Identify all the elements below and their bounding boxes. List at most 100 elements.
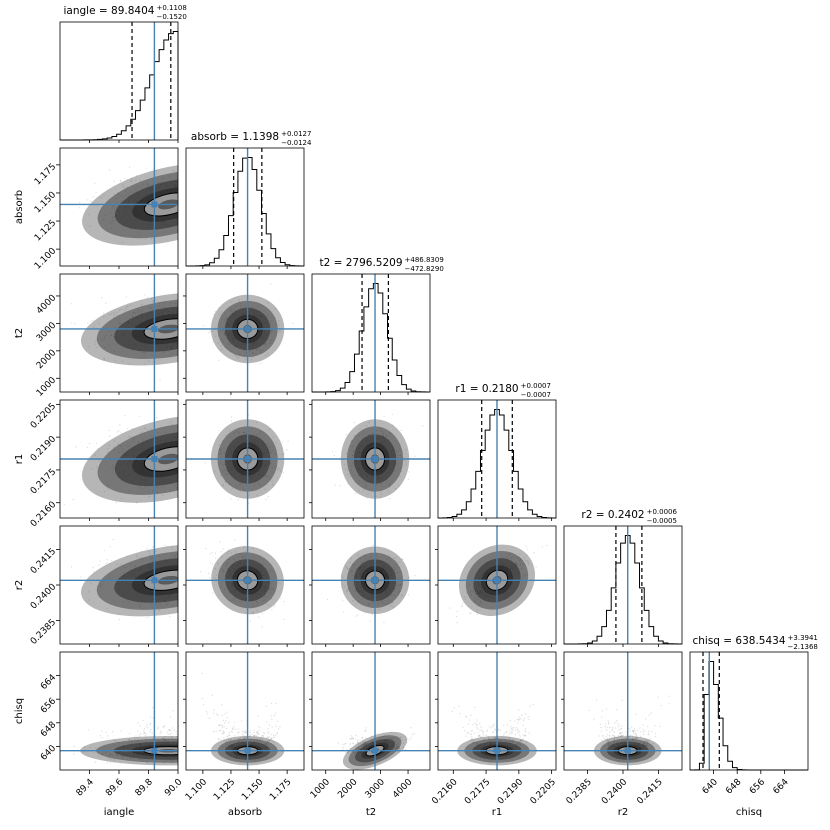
scatter-point [220, 452, 223, 455]
title-err-plus: +0.0006 [647, 508, 678, 516]
scatter-point [140, 300, 142, 302]
scatter-point [108, 429, 111, 432]
scatter-point [222, 548, 224, 550]
scatter-point [167, 603, 169, 605]
scatter-point [142, 759, 144, 761]
scatter-content [60, 400, 178, 518]
scatter-point [167, 733, 169, 735]
scatter-point [113, 215, 115, 218]
scatter-point [125, 296, 128, 298]
scatter-point [168, 739, 170, 741]
scatter-point [261, 613, 263, 615]
scatter-point [263, 599, 266, 601]
scatter-point [143, 732, 146, 734]
scatter-point [222, 570, 224, 572]
scatter-point [278, 320, 280, 322]
scatter-point [148, 310, 150, 312]
title-err-minus: −0.0007 [521, 391, 551, 399]
scatter-point [103, 587, 105, 590]
scatter-point [355, 615, 358, 617]
scatter-point [229, 484, 232, 486]
scatter-point [110, 334, 113, 336]
scatter-point [142, 310, 144, 312]
scatter-point [364, 481, 366, 483]
scatter-point [263, 557, 265, 560]
scatter-point [270, 586, 273, 588]
scatter-point [108, 755, 110, 757]
scatter-point [118, 314, 120, 316]
scatter-point [251, 306, 253, 309]
scatter-point [353, 435, 356, 438]
scatter-point [394, 488, 396, 490]
scatter-point [252, 612, 254, 614]
scatter-point [519, 563, 521, 565]
density-contour [485, 569, 509, 591]
scatter-point [262, 563, 265, 565]
scatter-point [518, 559, 520, 561]
scatter-point [269, 339, 272, 342]
scatter-point [130, 564, 132, 566]
scatter-point [109, 467, 111, 469]
scatter-point [359, 428, 361, 431]
density-contour [143, 318, 178, 340]
scatter-point [352, 450, 355, 453]
scatter-point [94, 454, 96, 457]
x-tick-label-iangle: 89.6 [104, 777, 125, 798]
scatter-point [98, 459, 100, 462]
scatter-point [464, 598, 467, 600]
scatter-point [174, 738, 176, 741]
scatter-point [407, 594, 410, 596]
scatter-content [186, 274, 304, 392]
scatter-point [366, 497, 368, 499]
scatter-point [510, 556, 513, 559]
title-err-plus: +0.1108 [156, 4, 186, 12]
scatter-point [159, 305, 161, 307]
scatter-point [358, 490, 360, 492]
scatter-point [235, 305, 237, 307]
scatter-point [163, 738, 165, 740]
scatter-point [235, 355, 237, 357]
scatter-point [88, 442, 91, 445]
scatter-point [164, 602, 166, 604]
scatter-point [266, 302, 269, 304]
scatter-point [244, 556, 246, 558]
scatter-point [132, 315, 134, 317]
scatter-point [160, 730, 162, 732]
scatter-point [111, 464, 114, 467]
scatter-point [367, 493, 369, 495]
title-err-minus: −0.1520 [156, 13, 186, 21]
scatter-point [79, 201, 81, 204]
scatter-point [92, 196, 95, 198]
scatter-point [171, 737, 173, 739]
scatter-point [170, 738, 173, 741]
scatter-point [258, 433, 261, 436]
scatter-point [266, 476, 269, 478]
scatter-point [515, 563, 517, 565]
scatter-point [99, 584, 102, 587]
scatter-point [146, 616, 148, 619]
scatter-point [145, 761, 148, 763]
scatter-point [230, 416, 233, 418]
y-tick-label-r1: 0.2190 [29, 434, 59, 464]
scatter-point [163, 302, 165, 304]
scatter-point [135, 741, 137, 743]
scatter-point [395, 440, 397, 442]
scatter-point [385, 599, 387, 602]
scatter-point [219, 449, 222, 451]
scatter-point [217, 562, 219, 565]
scatter-point [270, 452, 272, 454]
scatter-point [122, 740, 125, 743]
scatter-point [240, 305, 242, 307]
truth-marker [151, 577, 158, 584]
scatter-point [109, 577, 111, 579]
scatter-point [116, 343, 118, 345]
scatter-panel-r1-vs-absorb [183, 399, 305, 521]
scatter-point [349, 587, 351, 589]
scatter-point [349, 561, 352, 564]
scatter-point [535, 566, 537, 568]
scatter-content [438, 526, 556, 644]
scatter-point [345, 566, 348, 569]
title-main: iangle = 89.8404 [64, 5, 155, 17]
scatter-point [120, 756, 123, 758]
scatter-point [118, 322, 120, 324]
